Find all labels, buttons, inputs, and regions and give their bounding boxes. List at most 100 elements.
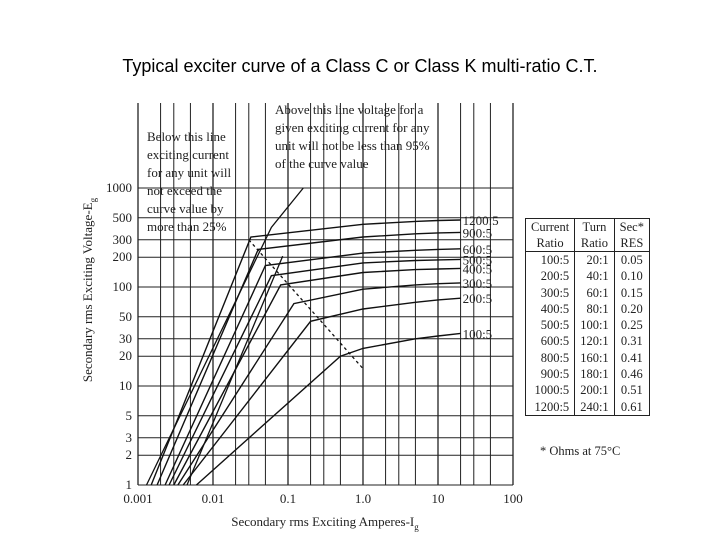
y-tick-label: 20 — [119, 348, 132, 363]
table-cell: 800:5 — [540, 350, 570, 365]
table-cell: 300:5 — [540, 285, 570, 300]
exciter-curve — [182, 297, 461, 486]
exciter-curve — [164, 248, 461, 486]
y-tick-label: 3 — [126, 430, 133, 445]
table-row: 1200:5 240:1 0.61 — [526, 398, 650, 416]
table-cell: 0.51 — [620, 383, 643, 398]
table-header-cell: Current — [531, 220, 570, 234]
table-cell: 1200:5 — [534, 399, 570, 414]
annotation-below-line: Below this line — [147, 129, 226, 144]
table-cell: 0.25 — [620, 318, 643, 333]
chart-grid — [137, 103, 514, 486]
table-cell: 200:1 — [574, 382, 615, 399]
curve-label: 300:5 — [463, 276, 493, 291]
table-cell: 0.05 — [620, 253, 643, 267]
x-tick-label: 100 — [503, 491, 523, 506]
table-cell: 40:1 — [574, 268, 615, 285]
table-cell: 0.46 — [620, 367, 643, 382]
y-tick-label: 5 — [126, 408, 133, 423]
upper-limit-line — [145, 187, 304, 486]
table-cell: 80:1 — [574, 300, 615, 318]
table-cell: 200:5 — [540, 269, 570, 284]
annotation-below-line: exciting current — [147, 147, 229, 162]
x-tick-label: 0.1 — [280, 491, 296, 506]
exciter-curve — [195, 332, 461, 486]
table-footnote: * Ohms at 75°C — [540, 444, 621, 458]
table-row: 100:5 20:1 0.05 — [526, 251, 650, 269]
table-row: 200:5 40:1 0.10 — [526, 268, 650, 285]
exciter-curve — [168, 258, 461, 486]
y-tick-label: 50 — [119, 309, 132, 324]
y-axis-label: Secondary rms Exciting Voltage-Eg — [80, 197, 98, 382]
curve-label: 900:5 — [463, 225, 493, 240]
curve-label: 600:5 — [463, 242, 493, 257]
table-cell: 240:1 — [574, 398, 615, 416]
table-cell: 0.61 — [620, 399, 643, 414]
annotation-below-line: not exceed the — [147, 183, 222, 198]
table-row: 500:5 100:1 0.25 — [526, 317, 650, 334]
knee-line — [248, 239, 364, 370]
annotation-above-line: Above this line voltage for a — [275, 102, 424, 117]
y-tick-label: 10 — [119, 378, 132, 393]
curve-label: 500:5 — [463, 252, 493, 267]
y-tick-label: 1000 — [106, 180, 132, 195]
table-cell: 900:5 — [540, 367, 570, 382]
table-cell: 600:5 — [540, 334, 570, 349]
table-cell: 160:1 — [574, 349, 615, 367]
table-row: 900:5 180:1 0.46 — [526, 366, 650, 383]
table-cell: 500:5 — [540, 318, 570, 333]
annotations: Above this line voltage for a given excit… — [147, 102, 430, 234]
table-cell: 1000:5 — [534, 383, 570, 398]
table-cell: 0.41 — [620, 350, 643, 365]
table-cell: 0.31 — [620, 334, 643, 349]
exciter-curve — [156, 231, 461, 486]
curve-label: 100:5 — [463, 326, 493, 341]
table-cell: 180:1 — [574, 366, 615, 383]
x-tick-label: 0.001 — [123, 491, 152, 506]
annotation-below-line: more than 25% — [147, 219, 227, 234]
table-header-cell: Turn — [574, 218, 615, 235]
table-row: 1000:5 200:1 0.51 — [526, 382, 650, 399]
axis-ticks: 0.001 0.01 0.1 1.0 10 100 1 2 3 5 10 20 30 50 100 200 30… — [106, 180, 523, 506]
table-cell: 0.15 — [620, 285, 643, 300]
table-row: 800:5 160:1 0.41 — [526, 349, 650, 367]
x-axis-label: Secondary rms Exciting Amperes-Ig — [231, 514, 419, 532]
table-header-row: Current Turn Sec* — [526, 218, 650, 235]
exciter-curve — [173, 267, 461, 486]
annotation-above-line: of the curve value — [275, 156, 369, 171]
annotation-below-line: for any unit will — [147, 165, 232, 180]
table-header-cell: Sec* — [619, 220, 644, 234]
curve-label: 400:5 — [463, 261, 493, 276]
ratio-table: Current Turn Sec* Ratio Ratio RES 100:5 20:1 0.… — [525, 218, 650, 416]
annotation-above-line: unit will not be less than 95% — [275, 138, 430, 153]
slide-title: Typical exciter curve of a Class C or Cl… — [122, 56, 598, 76]
y-tick-label: 300 — [113, 232, 133, 247]
table-header-cell: Ratio — [574, 235, 615, 252]
table-cell: 0.10 — [620, 269, 643, 284]
annotation-below-line: curve value by — [147, 201, 224, 216]
table-cell: 20:1 — [574, 251, 615, 269]
x-tick-label: 10 — [432, 491, 445, 506]
y-tick-label: 500 — [113, 210, 133, 225]
y-tick-label: 200 — [113, 249, 133, 264]
annotation-above-line: given exciting current for any — [275, 120, 430, 135]
y-tick-label: 30 — [119, 331, 132, 346]
table-row: 400:5 80:1 0.20 — [526, 300, 650, 318]
table-cell: 60:1 — [574, 284, 615, 301]
y-tick-label: 1 — [126, 477, 133, 492]
table-row: 300:5 60:1 0.15 — [526, 284, 650, 301]
y-tick-label: 100 — [113, 279, 133, 294]
exciter-curve — [177, 282, 461, 486]
table-cell: 100:1 — [574, 317, 615, 334]
table-row: 600:5 120:1 0.31 — [526, 333, 650, 350]
table-cell: 120:1 — [574, 333, 615, 350]
table-cell: 400:5 — [540, 301, 570, 316]
curve-label: 1200:5 — [463, 213, 499, 228]
x-tick-label: 0.01 — [202, 491, 225, 506]
table-cell: 0.20 — [620, 301, 643, 316]
table-header-cell: RES — [614, 235, 650, 252]
curve-label: 200:5 — [463, 291, 493, 306]
table-header-row: Ratio Ratio RES — [525, 235, 650, 252]
